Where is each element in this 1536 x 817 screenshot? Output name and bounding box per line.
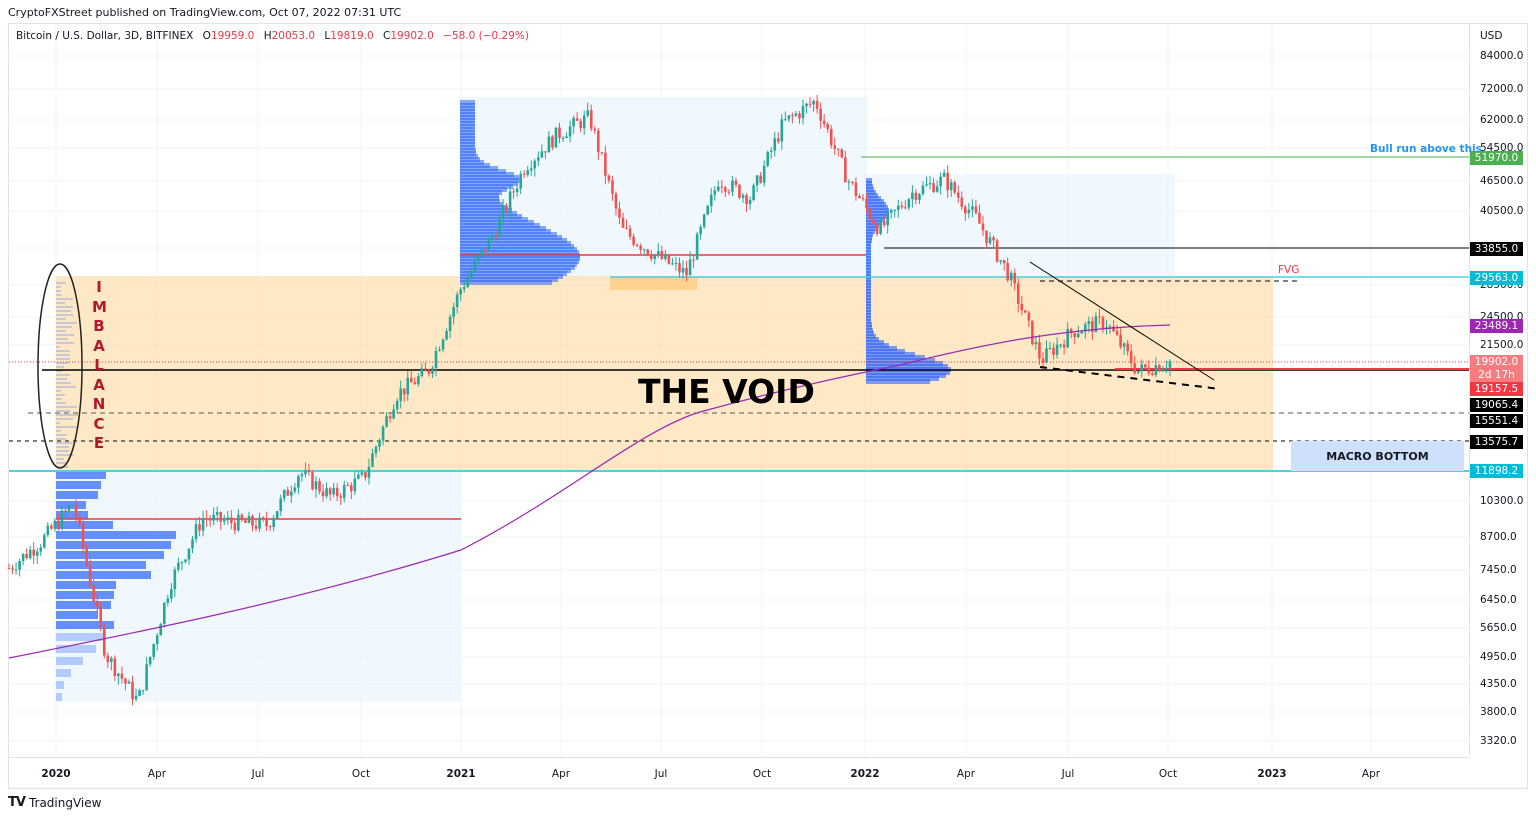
- time-tick: Apr: [957, 768, 975, 780]
- price-tick: 6450.0: [1480, 594, 1517, 606]
- price-tick: 72000.0: [1480, 83, 1523, 95]
- time-tick: Jul: [252, 768, 265, 780]
- time-tick: 2023: [1257, 768, 1286, 780]
- time-tick: Oct: [753, 768, 771, 780]
- close-value: 19902.0: [390, 30, 433, 42]
- time-tick: Apr: [552, 768, 570, 780]
- price-tick: 21500.0: [1480, 339, 1523, 351]
- price-label-fvg-top: 29563.0: [1470, 271, 1523, 285]
- time-tick: 2021: [446, 768, 475, 780]
- time-tick: Jul: [655, 768, 668, 780]
- price-label-moving-average: 23489.1: [1470, 319, 1523, 333]
- price-tick: 62000.0: [1480, 114, 1523, 126]
- time-tick: Apr: [1362, 768, 1380, 780]
- brand-name: TradingView: [29, 796, 102, 810]
- currency-label: USD: [1480, 30, 1502, 42]
- time-tick: Oct: [1159, 768, 1177, 780]
- price-tick: 8700.0: [1480, 531, 1517, 543]
- price-label-dashed-support-1: 15551.4: [1470, 414, 1523, 428]
- symbol-legend: Bitcoin / U.S. Dollar, 3D, BITFINEX O199…: [16, 30, 529, 42]
- bull-run-annotation: Bull run above this: [1370, 143, 1482, 155]
- price-tick: 40500.0: [1480, 205, 1523, 217]
- price-tick: 5650.0: [1480, 622, 1517, 634]
- high-value: 20053.0: [272, 30, 315, 42]
- tradingview-logo-icon: TV: [8, 795, 25, 810]
- price-tick: 3800.0: [1480, 706, 1517, 718]
- price-tick: 10300.0: [1480, 495, 1523, 507]
- the-void-annotation: THE VOID: [638, 372, 815, 411]
- time-axis[interactable]: [9, 757, 1469, 788]
- time-tick: Apr: [148, 768, 166, 780]
- time-tick: 2022: [850, 768, 879, 780]
- price-label-void-bottom: 11898.2: [1470, 464, 1523, 478]
- price-tick: 46500.0: [1480, 175, 1523, 187]
- price-label-poc-level: 19157.5: [1470, 382, 1523, 396]
- price-tick: 4950.0: [1480, 651, 1517, 663]
- price-label-last-price: 19902.0 2d 17h: [1470, 355, 1523, 383]
- time-tick: 2020: [41, 768, 70, 780]
- price-label-dashed-support-2: 13575.7: [1470, 435, 1523, 449]
- price-tick: 84000.0: [1480, 50, 1523, 62]
- change-value: −58.0 (−0.29%): [443, 30, 529, 42]
- price-tick: 7450.0: [1480, 564, 1517, 576]
- fvg-annotation: FVG: [1278, 264, 1299, 276]
- open-value: 19959.0: [211, 30, 254, 42]
- macro-bottom-box: MACRO BOTTOM: [1291, 441, 1464, 471]
- imbalance-annotation: IMBALANCE: [92, 278, 106, 454]
- price-tick: 4350.0: [1480, 678, 1517, 690]
- low-value: 19819.0: [330, 30, 373, 42]
- price-label-support: 19065.4: [1470, 398, 1523, 412]
- price-label-resistance: 33855.0: [1470, 242, 1523, 256]
- price-tick: 3320.0: [1480, 735, 1517, 747]
- time-tick: Jul: [1062, 768, 1075, 780]
- symbol-title: Bitcoin / U.S. Dollar, 3D, BITFINEX: [16, 30, 193, 42]
- tradingview-brand[interactable]: TV TradingView: [8, 795, 101, 810]
- time-tick: Oct: [352, 768, 370, 780]
